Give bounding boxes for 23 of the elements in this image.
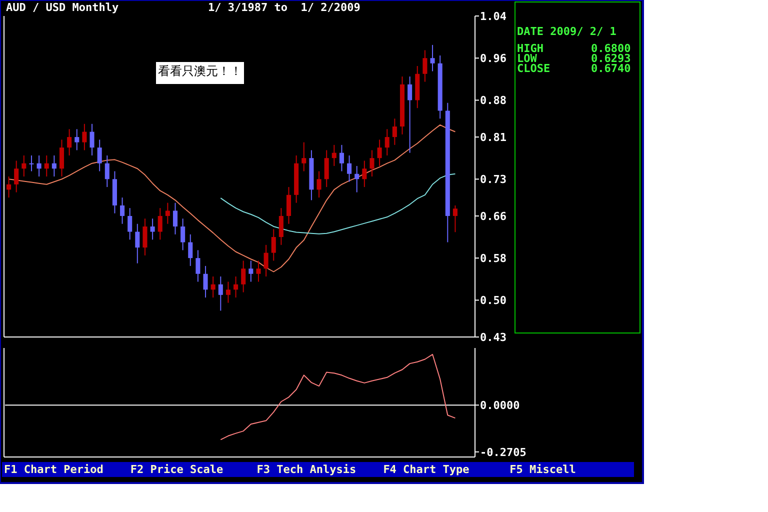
text: F3 Tech Anlysis (256, 463, 356, 476)
text: F1 Chart Period (4, 463, 104, 476)
annotation: 看看只澳元！！ (158, 64, 242, 78)
text: DATE 2009/ 2/ 1 (517, 25, 617, 38)
chart-title: AUD / USD Monthly (6, 1, 119, 14)
text: F5 Miscell (510, 463, 576, 476)
y-tick-label: 0.81 (480, 131, 507, 144)
y-tick-label: 1.04 (480, 10, 507, 23)
chart-subtitle: 1/ 3/1987 to 1/ 2/2009 (208, 1, 360, 14)
y-tick-label: 0.66 (480, 210, 507, 223)
y-tick-label: 0.58 (480, 252, 506, 266)
y-tick-label: 0.50 (480, 294, 506, 308)
y-tick-label: 0.43 (480, 331, 506, 344)
y-tick-label: 0.0000 (480, 399, 520, 412)
text: F2 Price Scale (130, 463, 224, 476)
text: CLOSE 0.6740 (517, 62, 631, 75)
y-tick-label: -0.2705 (480, 446, 526, 459)
y-tick-label: 0.96 (480, 52, 507, 66)
y-tick-label: 0.73 (480, 173, 506, 186)
text: F4 Chart Type (383, 463, 470, 476)
text: LOW 0.6293 (517, 52, 631, 65)
y-tick-label: 0.88 (480, 94, 506, 108)
text: HIGH 0.6800 (517, 42, 631, 55)
